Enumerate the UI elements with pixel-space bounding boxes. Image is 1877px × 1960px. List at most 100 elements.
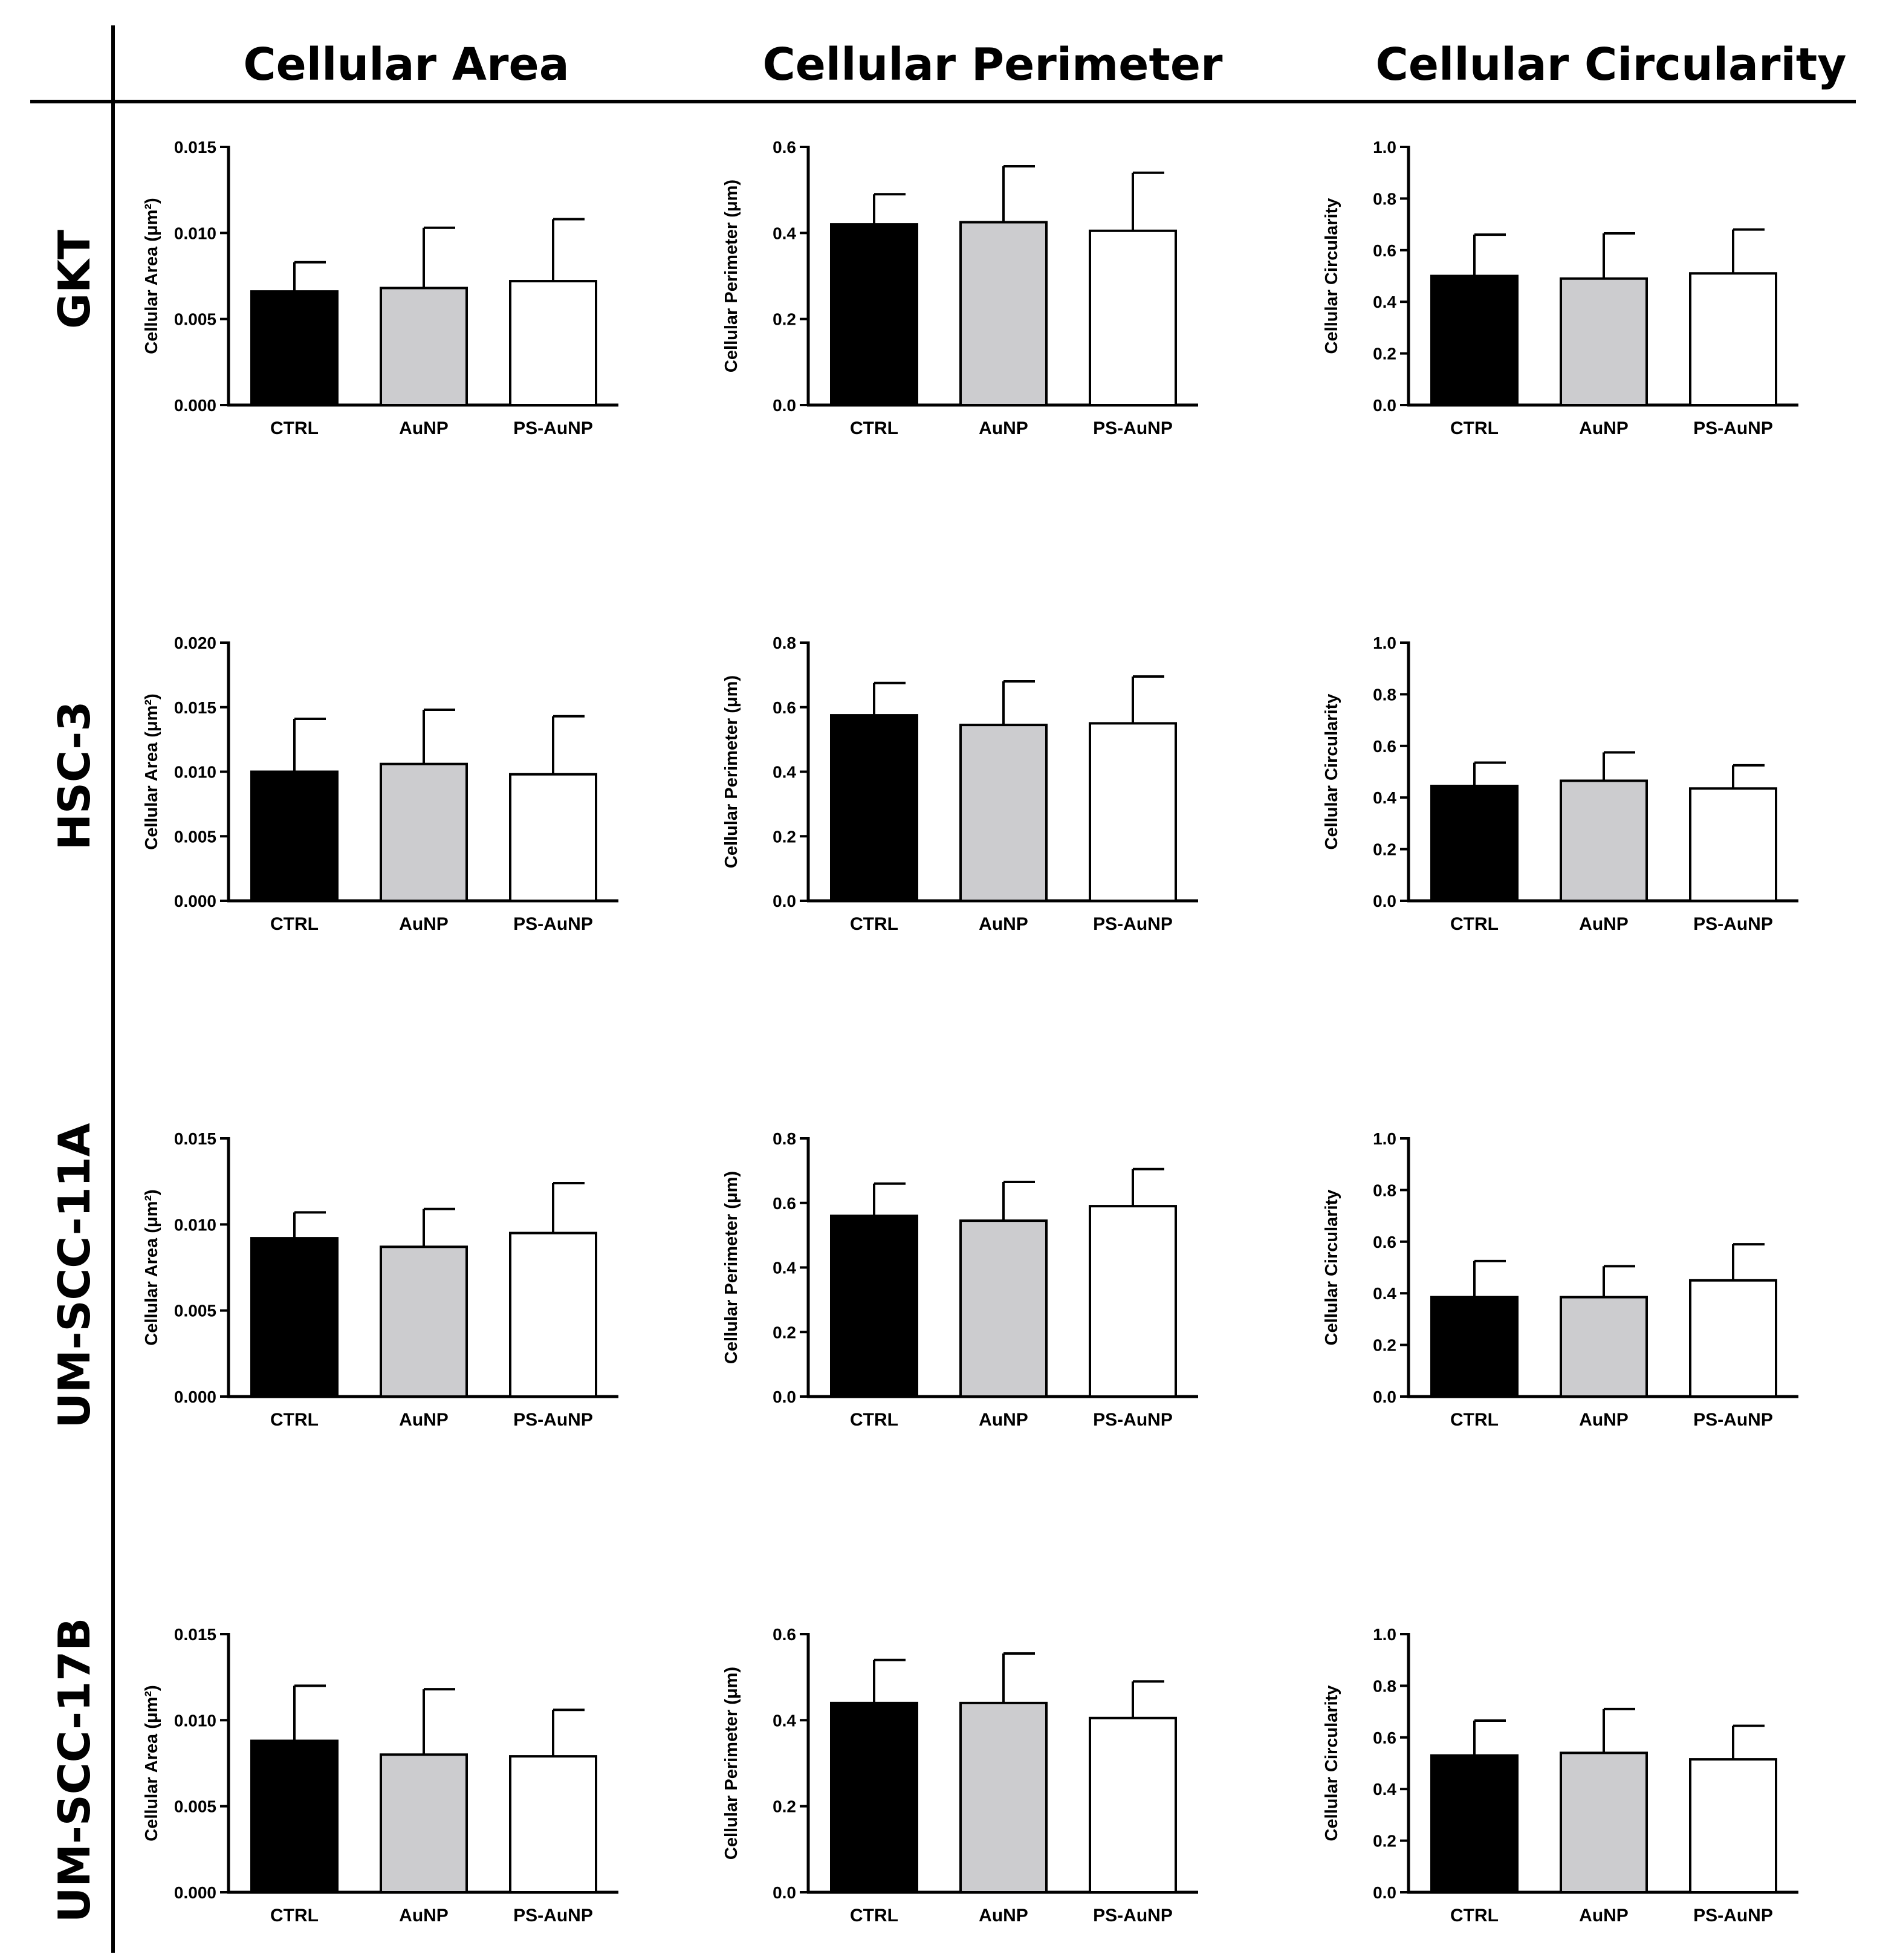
bar-aunp	[380, 1245, 468, 1398]
y-tick-label: 0.6	[1373, 1728, 1396, 1747]
x-tick-label: CTRL	[270, 418, 319, 438]
chart-gkt-cellular-area: 0.000 0.005 0.010 0.015 Cellular Area (μm²) C…	[142, 138, 618, 438]
y-tick-label: 0.010	[174, 1215, 216, 1234]
bar-aunp	[380, 762, 468, 902]
y-tick-label: 0.015	[174, 1129, 216, 1148]
x-tick-label: AuNP	[1579, 418, 1629, 438]
y-tick-label: 0.000	[174, 1883, 216, 1902]
bar-aunp	[959, 724, 1048, 902]
x-tick-label: AuNP	[399, 1906, 449, 1926]
bar-ctrl	[830, 223, 918, 406]
bar-ctrl	[1430, 1296, 1519, 1398]
x-tick-label: CTRL	[1450, 914, 1499, 934]
bar-ps-aunp	[1689, 1758, 1777, 1893]
x-tick-label: AuNP	[1579, 1906, 1629, 1926]
y-tick-label: 0.015	[174, 1625, 216, 1644]
y-axis-label: Cellular Area (μm²)	[142, 198, 161, 354]
y-tick-label: 0.4	[773, 1711, 796, 1730]
y-tick-label: 0.010	[174, 224, 216, 242]
y-tick-label: 0.8	[1373, 1676, 1396, 1695]
y-tick-label: 0.8	[1373, 685, 1396, 704]
y-tick-label: 0.2	[773, 310, 796, 329]
bar-ps-aunp	[509, 1755, 597, 1893]
bar-ps-aunp	[1689, 272, 1777, 407]
bar-ps-aunp	[1089, 229, 1177, 406]
bar-ctrl	[830, 1215, 918, 1398]
x-tick-label: CTRL	[1450, 418, 1499, 438]
column-header-area: Cellular Area	[243, 39, 569, 91]
x-tick-label: PS-AuNP	[513, 1906, 593, 1926]
y-tick-label: 0.6	[1373, 1233, 1396, 1251]
y-axis-label: Cellular Perimeter (μm)	[722, 1667, 741, 1860]
bar-ps-aunp	[1089, 722, 1177, 902]
y-tick-label: 0.005	[174, 1797, 216, 1816]
y-tick-label: 0.0	[1373, 396, 1396, 415]
bar-ps-aunp	[1689, 787, 1777, 902]
bar-ctrl	[1430, 1754, 1519, 1893]
y-tick-label: 0.4	[773, 224, 796, 242]
y-tick-label: 0.2	[1373, 840, 1396, 859]
chart-um-scc-17b-cellular-circularity: 0.0 0.2 0.4 0.6 0.8 1.0 Cellular Circularity CT…	[1322, 1625, 1798, 1926]
y-axis-label: Cellular Area (μm²)	[142, 693, 161, 849]
x-tick-label: CTRL	[850, 418, 898, 438]
y-tick-label: 0.015	[174, 698, 216, 717]
bar-ctrl	[1430, 274, 1519, 406]
bar-ps-aunp	[509, 773, 597, 903]
bar-ctrl	[1430, 784, 1519, 902]
x-tick-label: AuNP	[1579, 914, 1629, 934]
bar-aunp	[380, 287, 468, 406]
y-tick-label: 0.010	[174, 763, 216, 782]
y-axis-label: Cellular Area (μm²)	[142, 1685, 161, 1841]
y-tick-label: 0.6	[773, 698, 796, 717]
row-label-umscc11a: UM-SCC-11A	[49, 1123, 100, 1428]
y-tick-label: 0.0	[773, 396, 796, 415]
x-tick-label: PS-AuNP	[1093, 1410, 1173, 1430]
y-tick-label: 0.010	[174, 1711, 216, 1730]
x-tick-label: PS-AuNP	[1693, 418, 1773, 438]
y-tick-label: 0.8	[1373, 1181, 1396, 1199]
y-tick-label: 0.6	[773, 1194, 796, 1213]
y-tick-label: 1.0	[1373, 1129, 1396, 1148]
y-tick-label: 0.8	[773, 1129, 796, 1148]
y-axis-label: Cellular Perimeter (μm)	[722, 1171, 741, 1364]
x-tick-label: AuNP	[1579, 1410, 1629, 1430]
chart-um-scc-17b-cellular-perimeter: 0.0 0.2 0.4 0.6 Cellular Perimeter (μm) CTRL A…	[722, 1625, 1198, 1926]
y-axis-label: Cellular Perimeter (μm)	[722, 675, 741, 868]
y-axis-label: Cellular Perimeter (μm)	[722, 180, 741, 372]
y-tick-label: 0.4	[1373, 1284, 1396, 1303]
x-tick-label: AuNP	[979, 1410, 1028, 1430]
bar-aunp	[380, 1753, 468, 1893]
y-tick-label: 0.2	[1373, 345, 1396, 363]
x-tick-label: PS-AuNP	[1093, 418, 1173, 438]
bar-ps-aunp	[509, 280, 597, 407]
x-tick-label: PS-AuNP	[1693, 1906, 1773, 1926]
y-axis-label: Cellular Circularity	[1322, 1686, 1341, 1842]
y-tick-label: 0.8	[773, 634, 796, 652]
y-tick-label: 0.2	[773, 1797, 796, 1816]
y-tick-label: 1.0	[1373, 1625, 1396, 1644]
y-tick-label: 1.0	[1373, 138, 1396, 157]
y-tick-label: 0.4	[1373, 1780, 1396, 1799]
x-tick-label: PS-AuNP	[513, 914, 593, 934]
x-tick-label: PS-AuNP	[1693, 1410, 1773, 1430]
x-tick-label: AuNP	[979, 1906, 1028, 1926]
bar-aunp	[1560, 277, 1648, 406]
y-tick-label: 0.6	[773, 138, 796, 157]
y-tick-label: 0.2	[773, 1323, 796, 1342]
y-tick-label: 0.4	[773, 1259, 796, 1277]
bar-ctrl	[250, 1237, 339, 1398]
column-header-perimeter: Cellular Perimeter	[762, 39, 1223, 91]
bar-aunp	[1560, 779, 1648, 902]
chart-um-scc-11a-cellular-perimeter: 0.0 0.2 0.4 0.6 0.8 Cellular Perimeter (μm) CT…	[722, 1129, 1198, 1430]
y-tick-label: 0.015	[174, 138, 216, 157]
chart-um-scc-17b-cellular-area: 0.000 0.005 0.010 0.015 Cellular Area (μm²) C…	[142, 1625, 618, 1926]
bar-ctrl	[250, 290, 339, 406]
chart-hsc-3-cellular-perimeter: 0.0 0.2 0.4 0.6 0.8 Cellular Perimeter (μm) CT…	[722, 634, 1198, 934]
y-tick-label: 0.0	[773, 1883, 796, 1902]
bar-ctrl	[830, 714, 918, 902]
x-tick-label: CTRL	[850, 914, 898, 934]
y-tick-label: 0.020	[174, 634, 216, 652]
bar-aunp	[959, 1219, 1048, 1398]
y-axis-label: Cellular Circularity	[1322, 694, 1341, 850]
bar-aunp	[1560, 1751, 1648, 1893]
